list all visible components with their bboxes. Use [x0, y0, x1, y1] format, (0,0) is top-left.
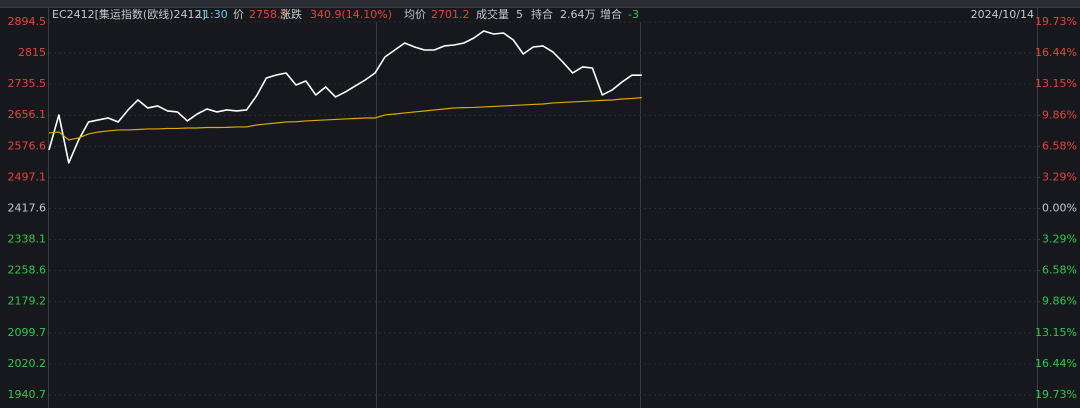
oi-change: -3: [628, 8, 639, 21]
y2-tick-label: 6.58%: [1042, 139, 1077, 152]
oi-change-label: 增合: [600, 7, 622, 21]
y-tick-label: 2894.5: [8, 15, 47, 28]
y-tick-label: 2497.1: [8, 170, 47, 183]
series-line: [48, 30, 642, 164]
y2-tick-label: 16.44%: [1035, 357, 1077, 370]
y2-tick-label: 0.00%: [1042, 202, 1077, 215]
y2-tick-label: 6.58%: [1042, 264, 1077, 277]
y-tick-label: 1940.7: [8, 388, 47, 401]
contract: EC2412[集运指数(欧线)2412]: [52, 7, 206, 21]
y-tick-label: 2815: [18, 46, 46, 59]
volume: 5: [516, 8, 523, 21]
avg: 2701.2: [431, 8, 470, 21]
y2-tick-label: 16.44%: [1035, 46, 1077, 59]
y-tick-label: 2417.6: [8, 202, 47, 215]
y2-tick-label: 19.73%: [1035, 15, 1077, 28]
y2-tick-label: 3.29%: [1042, 170, 1077, 183]
y-tick-label: 2576.6: [8, 139, 47, 152]
change: 340.9(14.10%): [310, 8, 392, 21]
change-label: 涨跌: [280, 7, 302, 21]
y2-tick-label: 13.15%: [1035, 77, 1077, 90]
oi-label: 持合: [531, 7, 553, 21]
y-tick-label: 2020.2: [8, 357, 47, 370]
avg-label: 均价: [404, 8, 426, 21]
y2-tick-label: 9.86%: [1042, 295, 1077, 308]
y2-tick-label: 19.73%: [1035, 388, 1077, 401]
date: 2024/10/14: [971, 8, 1034, 21]
y-tick-label: 2258.6: [8, 264, 47, 277]
price-label: 价: [233, 8, 244, 21]
volume-label: 成交量: [476, 7, 509, 21]
y-tick-label: 2338.1: [8, 233, 47, 246]
y-tick-label: 2099.7: [8, 326, 47, 339]
y-tick-label: 2735.5: [8, 77, 47, 90]
price: 2758.5: [249, 8, 288, 21]
y2-tick-label: 9.86%: [1042, 108, 1077, 121]
y-tick-label: 2656.1: [8, 108, 47, 121]
y2-tick-label: 13.15%: [1035, 326, 1077, 339]
y-tick-label: 2179.2: [8, 295, 47, 308]
time: 11:30: [196, 8, 228, 21]
y2-tick-label: 3.29%: [1042, 233, 1077, 246]
series-line: [48, 96, 642, 141]
toolbar: [0, 0, 1080, 7]
oi: 2.64万: [560, 8, 596, 21]
